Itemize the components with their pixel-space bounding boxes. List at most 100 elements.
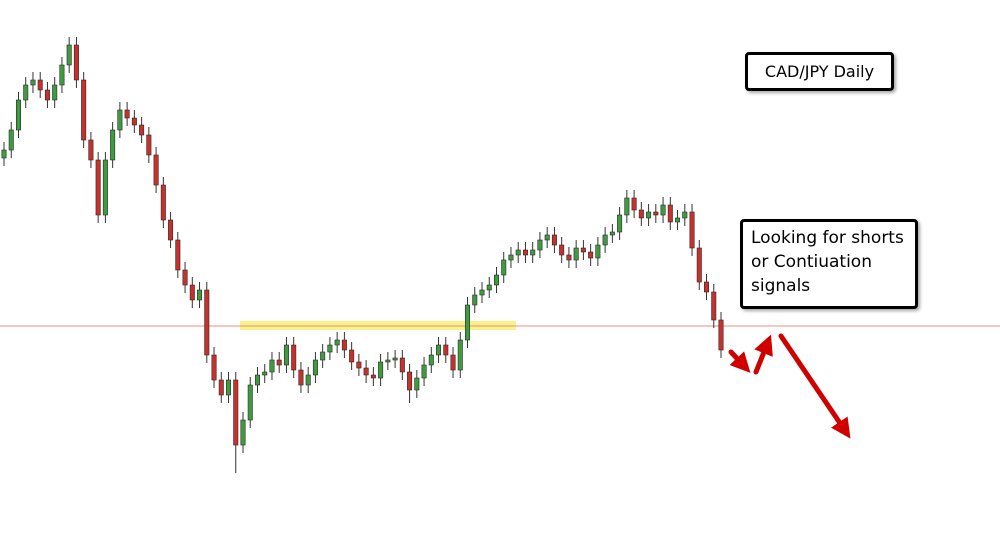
candle-body [493,274,499,286]
candle-body [175,239,181,271]
candle-body [95,159,101,216]
candle-body [696,247,702,283]
candle-body [704,281,710,293]
candle-body [211,354,217,381]
candle-body [233,379,239,446]
candle-body [617,214,623,233]
candle-body [131,117,137,126]
candle-body [718,319,724,351]
arrow [778,333,851,439]
candle-body [8,129,14,151]
candle-body [356,361,362,369]
candle-body [15,99,21,131]
candle-body [653,211,659,216]
candle-body [240,419,246,446]
candle-body [226,379,232,396]
candle-body [160,184,166,221]
candle-body [465,304,471,341]
candle-body [443,344,449,356]
candle-body [283,344,289,366]
candle-body [573,247,579,261]
candle-body [399,357,405,373]
candle-body [689,211,695,249]
candle-body [262,371,268,376]
candle-body [204,289,210,356]
candle-body [363,367,369,376]
candle-body [88,139,94,161]
candle-body [59,64,65,86]
candle-body [168,219,174,241]
candle-body [298,369,304,386]
candle-body [341,339,347,351]
arrow [753,334,773,375]
candle-body [139,124,145,136]
candle-body [436,344,442,356]
candle-body [52,84,58,101]
candle-body [479,289,485,296]
candle-body [508,254,514,261]
candle-body [247,384,253,421]
candle-body [305,374,311,386]
candle-body [370,374,376,379]
annotation: Looking for shorts or Contiuation signal… [740,219,918,309]
candle-body [385,359,391,363]
candle-body [189,284,195,301]
plot [1,37,724,473]
candle-body [124,109,130,119]
candle-body [638,209,644,219]
candle-body [327,344,333,353]
candle-body [544,234,550,241]
candle-body [580,247,586,253]
candle-body [421,364,427,379]
candle-body [182,269,188,286]
candle-body [486,284,492,291]
candle-body [602,234,608,246]
candle-body [566,254,572,261]
candle-body [501,259,507,276]
candle-body [407,371,413,391]
candle-body [81,79,87,141]
candle-body [218,379,224,396]
candle-body [646,211,652,219]
candle-body [551,234,557,246]
candle-body [537,239,543,251]
candle-body [595,244,601,259]
candle-body [153,154,159,186]
candle-body [117,109,123,131]
candle-body [457,339,463,371]
chart-title: CAD/JPY Daily [745,52,894,91]
candle-body [450,354,456,371]
candle-body [269,359,275,373]
candle-body [675,217,681,223]
candle-body [276,359,282,366]
candle-body [631,197,637,211]
candle-body [37,79,43,91]
candle-body [588,251,594,259]
candle-body [1,149,7,159]
candle-body [530,249,536,256]
candle-body [559,244,565,256]
candle-body [73,44,79,81]
candle-body [660,204,666,216]
candle-body [102,159,108,216]
candle-body [146,134,152,156]
candle-body [320,351,326,361]
candle-body [522,249,528,256]
candle-body [515,249,521,256]
candle-body [349,349,355,363]
candle-body [23,84,29,101]
candle-body [624,197,630,216]
candle-body [291,344,297,371]
candle-body [197,289,203,301]
candle-body [378,361,384,379]
candle-body [428,354,434,366]
candle-body [110,129,116,161]
candle-body [312,359,318,376]
candle-body [682,211,688,219]
candle-body [30,79,36,86]
candle-body [414,377,420,391]
candle-body [472,294,478,306]
arrow [728,349,751,373]
